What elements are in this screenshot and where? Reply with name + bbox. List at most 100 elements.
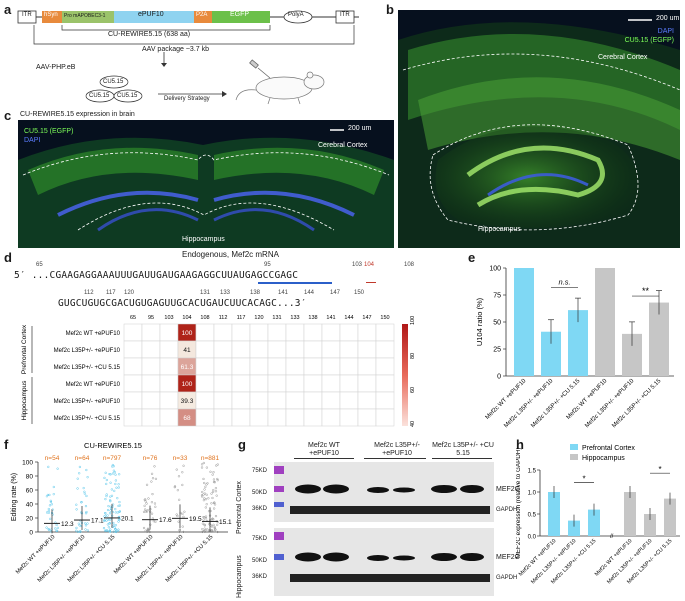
- h-ytick-label: 0.5: [528, 513, 537, 519]
- d-num-65: 65: [36, 262, 43, 268]
- d-col-144: 144: [344, 315, 353, 321]
- c-title: CU-REWIRE5.15 expression in brain: [20, 111, 135, 118]
- f-point: [150, 501, 154, 504]
- d-seq-line-1: 5′ ...CGAAGAGGAAAUUUGAUUGAUGAAGAGGCUUAUG…: [14, 270, 298, 281]
- d-num-104: 104: [364, 262, 375, 268]
- d-cell: [285, 374, 305, 393]
- f-mean-label: 19.5: [189, 516, 202, 523]
- panel-label-d: d: [4, 250, 12, 265]
- d-colorbar-tick: 60: [410, 387, 416, 393]
- d-cell: [195, 357, 215, 376]
- b-legend-dapi: DAPI: [657, 28, 674, 35]
- f-point: [204, 485, 207, 488]
- f-mean-label: 12.3: [61, 521, 74, 528]
- panel-b-micrograph: 200 um DAPI CU5.15 (EGFP) Cerebral Corte…: [398, 10, 680, 248]
- d-cell: [339, 391, 359, 410]
- g-band-gapdh-a: GAPDH: [496, 507, 518, 513]
- f-point: [154, 505, 157, 508]
- d-cell: [285, 391, 305, 410]
- f-point: [214, 514, 218, 518]
- d-cell: [303, 323, 323, 342]
- f-point: [201, 522, 205, 525]
- d-row-label: Mef2c WT +ePUF10: [66, 382, 121, 388]
- f-point: [114, 479, 118, 482]
- h-legend-swatch-pfc: [570, 444, 578, 450]
- c-scale-label: 200 um: [348, 125, 372, 132]
- d-cell: [123, 391, 143, 410]
- panel-label-h: h: [516, 437, 524, 452]
- g-mw-36-b: 36KD: [252, 574, 268, 580]
- f-point: [105, 493, 108, 496]
- f-point: [211, 517, 214, 520]
- d-heatmap: 65 95 103 104 108 112 117 120 131 133 138 141 144 147…: [21, 315, 416, 427]
- d-group-hippo: Hippocampus: [21, 380, 28, 420]
- f-point: [84, 528, 87, 531]
- g-mw-50-b: 50KD: [252, 558, 268, 564]
- h-ytick-label: 0.0: [528, 535, 537, 541]
- d-cell: [141, 408, 161, 427]
- f-ytick-label: 100: [22, 460, 33, 467]
- f-point: [154, 477, 158, 481]
- d-cell: [375, 408, 395, 427]
- e-bar: [595, 268, 615, 376]
- f-point: [118, 510, 121, 513]
- f-point: [85, 510, 88, 514]
- f-point: [108, 530, 111, 533]
- hsyn-label: hSyn: [44, 12, 58, 18]
- g-col-1-rule: [294, 458, 354, 459]
- f-point: [115, 486, 118, 489]
- e-bar: [541, 331, 561, 376]
- f-point: [47, 507, 50, 511]
- f-point: [55, 529, 59, 532]
- egfp-box: [212, 11, 270, 23]
- e-sig-ns: n.s.: [558, 277, 570, 286]
- f-point: [211, 490, 215, 494]
- d-cell: [339, 357, 359, 376]
- d-cell: [159, 391, 179, 410]
- f-point: [114, 511, 117, 514]
- f-point: [213, 525, 216, 529]
- f-point: [143, 508, 147, 511]
- d-cell: [195, 340, 215, 359]
- f-point: [47, 465, 50, 469]
- h-legend-hippo: Hippocampus: [582, 455, 625, 462]
- d-cell: [195, 408, 215, 427]
- f-point: [200, 495, 204, 498]
- promoter-box: [62, 11, 114, 23]
- vector-label: AAV-PHP.eB: [36, 64, 76, 71]
- e-bar: [514, 268, 534, 376]
- d-cell: [249, 391, 269, 410]
- promoter-label: Pro mAPOBEC3-1: [64, 13, 106, 19]
- d-num-112: 112: [84, 290, 94, 296]
- d-row-label: Mef2c L35P+/- +ePUF10: [54, 348, 121, 354]
- d-num-108: 108: [404, 262, 415, 268]
- panel-label-c: c: [4, 108, 12, 123]
- e-xtick-label: Mef2c L35P+/- +ePUF10: [584, 378, 636, 430]
- f-point: [202, 481, 206, 485]
- h-xtick-label: Mef2c WT +ePUF10: [518, 538, 558, 578]
- f-point: [216, 523, 219, 526]
- f-point: [116, 511, 119, 514]
- d-cell: [213, 391, 233, 410]
- f-point: [114, 524, 117, 527]
- f-point: [204, 506, 207, 509]
- h-legend-pfc: Prefrontal Cortex: [582, 445, 635, 452]
- itr-left-box: [17, 10, 37, 24]
- d-num-95: 95: [264, 262, 271, 268]
- f-point: [153, 465, 156, 468]
- f-point: [212, 471, 215, 474]
- e-xtick-label: Mef2c L35P+/- +CU 5.15: [611, 378, 663, 430]
- d-cell: [213, 374, 233, 393]
- g-band-gapdh-b: GAPDH: [496, 575, 518, 581]
- f-point: [55, 523, 58, 527]
- f-point: [210, 525, 214, 528]
- f-point: [76, 477, 79, 480]
- e-bar: [622, 333, 642, 376]
- f-point: [216, 463, 219, 466]
- d-col-138: 138: [308, 315, 317, 321]
- f-point: [49, 500, 53, 504]
- h-bar: [568, 520, 580, 536]
- cu-particle-1: [99, 75, 129, 89]
- e-xtick-label: Mef2c L35P+/- +CU 5.15: [530, 378, 582, 430]
- panel-c-micrograph: CU5.15 (EGFP) DAPI 200 um Cerebral Corte…: [18, 120, 394, 248]
